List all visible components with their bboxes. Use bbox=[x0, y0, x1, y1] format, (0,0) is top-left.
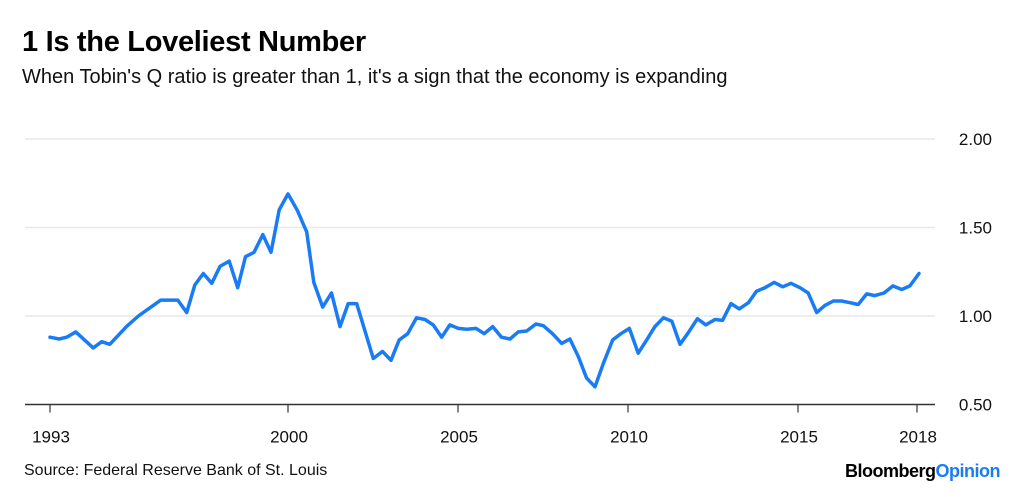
x-tick-label: 2000 bbox=[270, 428, 308, 447]
logo-opinion: Opinion bbox=[935, 461, 1001, 481]
source-note: Source: Federal Reserve Bank of St. Loui… bbox=[24, 462, 328, 479]
chart-title: 1 Is the Loveliest Number bbox=[22, 26, 366, 58]
x-tick-label: 1993 bbox=[32, 428, 70, 447]
y-tick-label: 2.00 bbox=[959, 130, 992, 149]
x-tick-label: 2005 bbox=[440, 428, 478, 447]
x-tick-label: 2010 bbox=[610, 428, 648, 447]
y-tick-label: 1.00 bbox=[959, 307, 992, 326]
chart-subtitle: When Tobin's Q ratio is greater than 1, … bbox=[22, 66, 728, 88]
y-tick-label: 1.50 bbox=[959, 219, 992, 238]
y-tick-label: 0.50 bbox=[959, 396, 992, 415]
bloomberg-opinion-logo: BloombergOpinion bbox=[845, 461, 1001, 482]
x-tick-label: 2015 bbox=[780, 428, 818, 447]
series-line bbox=[48, 192, 921, 389]
x-tick-label: 2018 bbox=[899, 428, 937, 447]
logo-bloomberg: Bloomberg bbox=[845, 461, 936, 481]
